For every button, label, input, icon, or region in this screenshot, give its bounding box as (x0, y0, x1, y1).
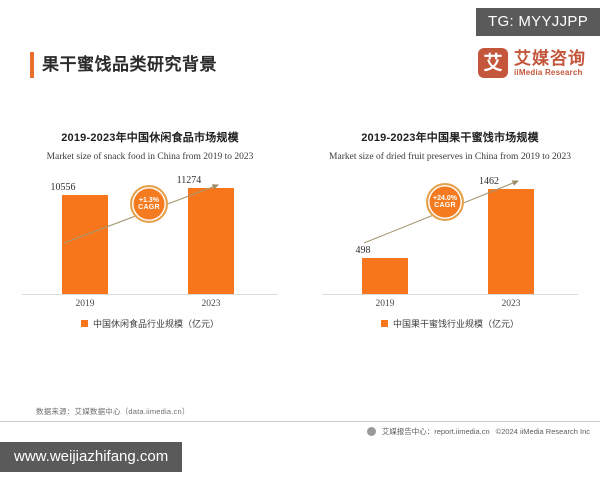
x-axis-line (322, 294, 578, 295)
bar-value-2023: 11274 (176, 175, 202, 186)
logo-mark-icon: 艾 (478, 48, 508, 78)
site-watermark-badge: www.weijiazhifang.com (0, 442, 183, 472)
cagr-label: CAGR (138, 204, 160, 211)
x-tick-2019: 2019 (75, 299, 95, 309)
chart-title: 2019-2023年中国休闲食品市场规模 (61, 132, 239, 144)
x-tick-2019: 2019 (375, 299, 395, 309)
logo-text: 艾媒咨询 iiMedia Research (514, 50, 586, 77)
report-center-link[interactable]: 艾媒报告中心：report.iimedia.cn (381, 427, 490, 436)
charts-row: 2019-2023年中国休闲食品市场规模 Market size of snac… (0, 125, 600, 335)
page-title: 果干蜜饯品类研究背景 (42, 55, 217, 74)
footer-divider (0, 421, 600, 422)
bar-2019 (362, 258, 408, 294)
copyright-text: ©2024 iiMedia Research Inc (495, 427, 590, 436)
footer-meta: 艾媒报告中心：report.iimedia.cn ©2024 iiMedia R… (366, 426, 590, 437)
legend-label: 中国休闲食品行业规模（亿元） (92, 319, 219, 329)
bar-value-2023: 1462 (479, 176, 499, 187)
title-accent-bar (30, 52, 34, 78)
bar-2023 (188, 188, 234, 294)
chart-subtitle: Market size of dried fruit preserves in … (329, 152, 571, 162)
cagr-badge: +24.0% CAGR (426, 183, 464, 221)
legend-label: 中国果干蜜饯行业规模（亿元） (392, 319, 519, 329)
source-note: 数据来源：艾媒数据中心（data.iimedia.cn） (36, 407, 190, 416)
x-tick-2023: 2023 (501, 299, 521, 309)
bar-value-2019: 498 (355, 245, 371, 256)
chart-subtitle: Market size of snack food in China from … (46, 152, 254, 162)
chart-title: 2019-2023年中国果干蜜饯市场规模 (361, 132, 539, 144)
bar-2023 (488, 189, 534, 294)
logo-name-cn: 艾媒咨询 (514, 48, 586, 68)
bar-2019 (62, 195, 108, 294)
bar-value-2019: 10556 (50, 182, 76, 193)
brand-logo: 艾 艾媒咨询 iiMedia Research (478, 48, 586, 78)
tg-watermark-badge: TG: MYYJJPP (476, 8, 600, 36)
chart-legend: 中国休闲食品行业规模（亿元） (0, 317, 300, 330)
legend-swatch-icon (380, 320, 388, 327)
x-tick-2023: 2023 (201, 299, 221, 309)
cagr-label: CAGR (434, 202, 456, 209)
legend-swatch-icon (80, 320, 88, 327)
logo-name-en: iiMedia Research (514, 67, 583, 77)
chart-panel-snack-food: 2019-2023年中国休闲食品市场规模 Market size of snac… (0, 125, 300, 335)
chart-legend: 中国果干蜜饯行业规模（亿元） (300, 317, 600, 330)
cagr-badge: +1.3% CAGR (130, 185, 168, 223)
chart-panel-dried-fruit: 2019-2023年中国果干蜜饯市场规模 Market size of drie… (300, 125, 600, 335)
cagr-percent: +1.3% (138, 196, 160, 204)
footer-logo-icon (366, 427, 376, 436)
slide-header: 果干蜜饯品类研究背景 艾 艾媒咨询 iiMedia Research (0, 48, 600, 92)
x-axis-line (22, 294, 278, 295)
cagr-percent: +24.0% (433, 194, 457, 202)
